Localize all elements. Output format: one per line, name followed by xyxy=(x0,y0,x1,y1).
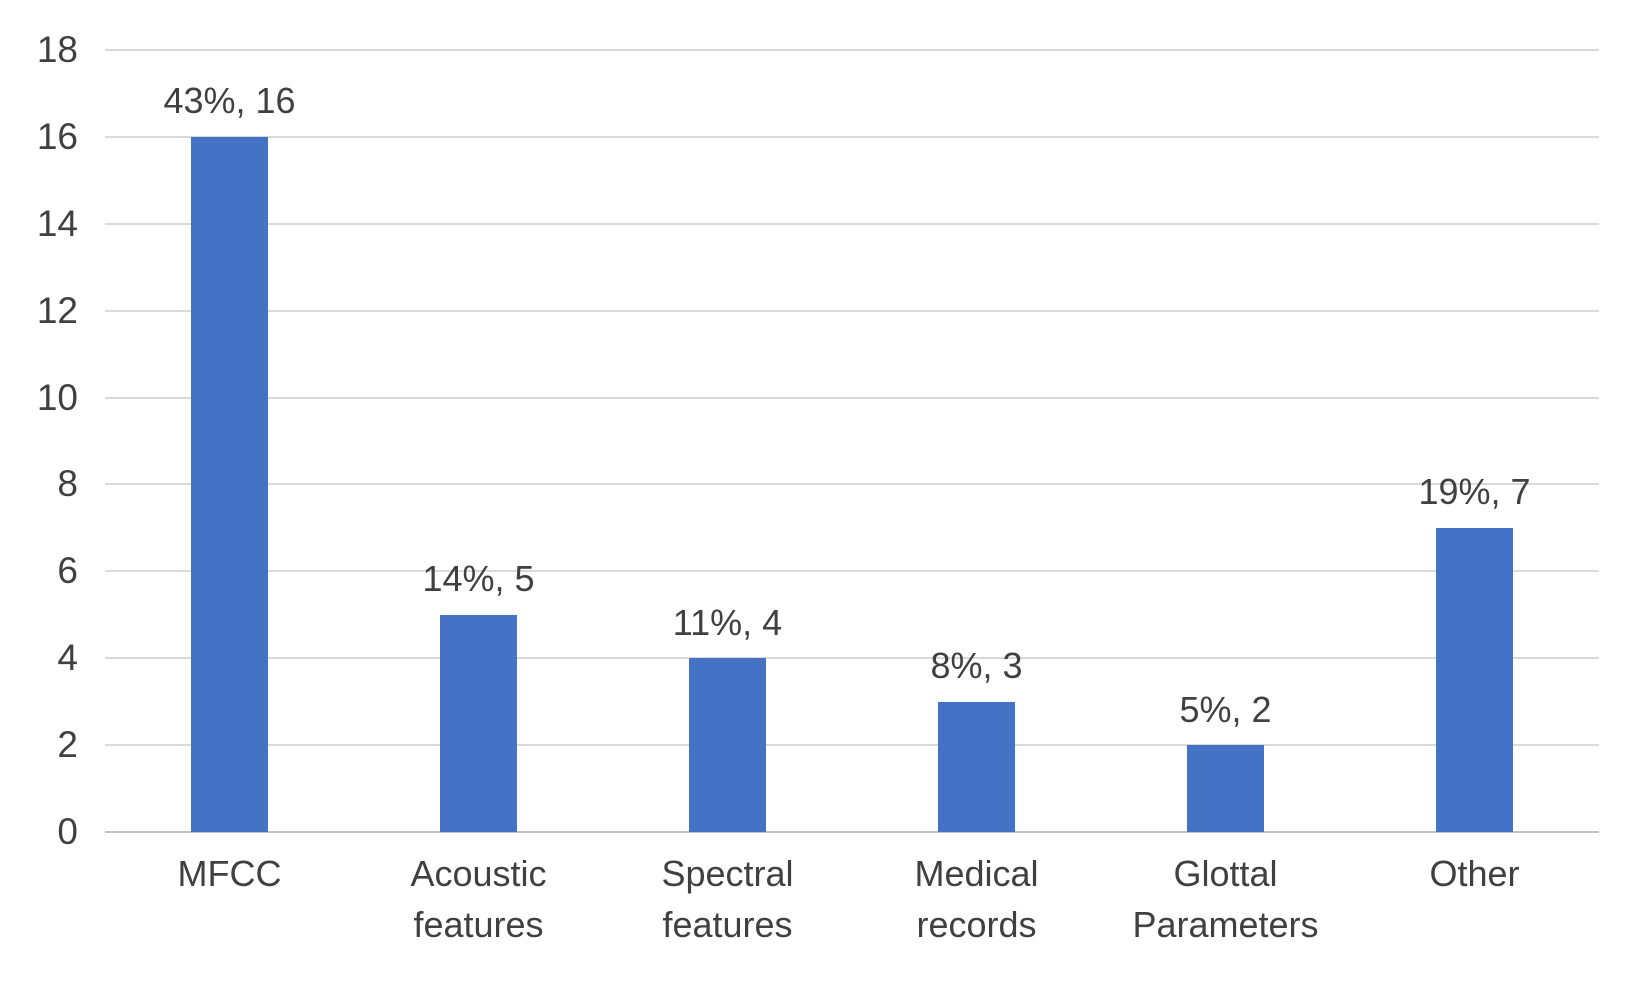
gridline-y-16 xyxy=(105,135,1599,138)
category-label-line: MFCC xyxy=(177,853,282,894)
category-label-line: Parameters xyxy=(1132,904,1319,946)
category-label-line: Other xyxy=(1429,853,1520,894)
gridline-y-6 xyxy=(105,570,1599,573)
category-label-glottal-parameters: Glottal Parameters xyxy=(1101,848,1350,950)
category-label-other: Other xyxy=(1350,848,1599,899)
category-label-acoustic-features: Acoustic features xyxy=(354,848,603,950)
y-tick-label-14: 14 xyxy=(36,202,78,244)
plot-area: 43%, 16 14%, 5 11%, 4 8%, 3 5%, 2 19%, 7 xyxy=(105,49,1599,833)
y-tick-label-10: 10 xyxy=(36,376,78,418)
y-tick-label-2: 2 xyxy=(57,724,78,766)
y-tick-label-12: 12 xyxy=(36,289,78,331)
category-label-mfcc: MFCC xyxy=(105,848,354,899)
bar-other xyxy=(1436,527,1513,832)
category-label-line: Spectral xyxy=(661,853,794,894)
gridline-y-12 xyxy=(105,309,1599,312)
y-tick-label-4: 4 xyxy=(57,637,78,679)
category-label-medical-records: Medical records xyxy=(852,848,1101,950)
data-label-spectral-features: 11%, 4 xyxy=(672,601,783,643)
x-axis-line xyxy=(105,831,1599,833)
category-label-line: features xyxy=(413,904,544,946)
y-tick-label-6: 6 xyxy=(57,550,78,592)
data-label-acoustic-features: 14%, 5 xyxy=(422,558,535,600)
category-label-line: Glottal xyxy=(1173,853,1278,894)
gridline-y-10 xyxy=(105,396,1599,399)
y-tick-label-0: 0 xyxy=(57,811,78,852)
category-label-line: records xyxy=(916,904,1037,946)
gridline-y-8 xyxy=(105,483,1599,486)
gridline-y-4 xyxy=(105,657,1599,660)
y-tick-label-16: 16 xyxy=(36,115,78,157)
y-tick-label-8: 8 xyxy=(57,463,78,505)
y-tick-label-18: 18 xyxy=(36,29,78,70)
gridline-y-2 xyxy=(105,744,1599,747)
bar-mfcc xyxy=(191,136,268,832)
category-label-line: features xyxy=(662,904,793,946)
data-label-mfcc: 43%, 16 xyxy=(163,80,296,122)
data-label-glottal-parameters: 5%, 2 xyxy=(1179,688,1272,730)
category-label-line: Acoustic xyxy=(410,853,547,894)
gridline-y-18 xyxy=(105,49,1599,51)
category-label-spectral-features: Spectral features xyxy=(603,848,852,950)
category-label-line: Medical xyxy=(914,853,1039,894)
gridline-y-14 xyxy=(105,222,1599,225)
bar-acoustic-features xyxy=(440,614,517,832)
bar-spectral-features xyxy=(689,658,766,832)
data-label-other: 19%, 7 xyxy=(1418,471,1531,513)
data-label-medical-records: 8%, 3 xyxy=(930,645,1023,687)
bar-glottal-parameters xyxy=(1187,745,1264,832)
bar-medical-records xyxy=(938,701,1015,832)
